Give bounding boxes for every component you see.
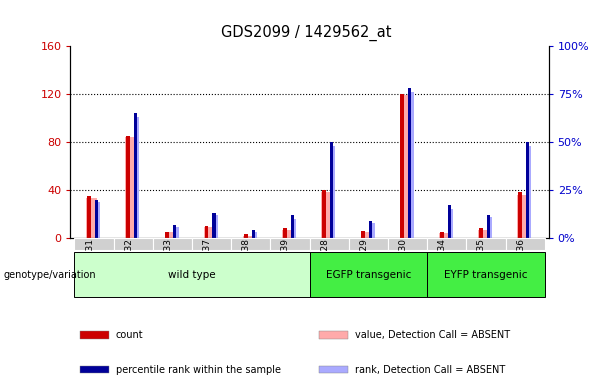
Bar	[80, 331, 109, 339]
Bar	[164, 232, 175, 238]
Bar	[74, 238, 113, 250]
Bar	[526, 142, 529, 238]
Bar	[466, 238, 506, 250]
Bar	[448, 209, 453, 238]
Bar	[292, 219, 296, 238]
Bar	[447, 205, 451, 238]
Text: GSM108535: GSM108535	[477, 238, 486, 293]
Bar	[479, 228, 483, 238]
Bar	[409, 92, 414, 238]
Bar	[518, 192, 522, 238]
Bar	[231, 238, 270, 250]
Text: GSM108533: GSM108533	[164, 238, 172, 293]
Bar	[487, 215, 490, 238]
Bar	[440, 232, 444, 238]
Bar	[86, 199, 97, 238]
Bar	[439, 233, 450, 238]
Bar	[487, 217, 492, 238]
Bar	[408, 88, 411, 238]
Bar	[87, 196, 91, 238]
Text: GSM108539: GSM108539	[281, 238, 290, 293]
Bar	[427, 252, 545, 297]
Bar	[135, 117, 140, 238]
Bar	[400, 95, 411, 238]
Text: GSM108534: GSM108534	[438, 238, 447, 293]
Text: genotype/variation: genotype/variation	[3, 270, 96, 280]
Bar	[134, 113, 137, 238]
Bar	[517, 195, 528, 238]
Text: GSM108537: GSM108537	[202, 238, 211, 293]
Bar	[166, 232, 169, 238]
Bar	[349, 238, 388, 250]
Bar	[506, 238, 545, 250]
Bar	[173, 225, 177, 238]
Bar	[74, 252, 310, 297]
Bar	[400, 94, 405, 238]
Bar	[427, 238, 466, 250]
Bar	[244, 235, 248, 238]
Bar	[205, 226, 208, 238]
Bar	[174, 227, 178, 238]
Bar	[310, 252, 427, 297]
Text: GDS2099 / 1429562_at: GDS2099 / 1429562_at	[221, 25, 392, 41]
Bar	[478, 230, 489, 238]
Bar	[253, 232, 257, 238]
Bar	[370, 223, 375, 238]
Bar	[322, 190, 326, 238]
Text: GSM108528: GSM108528	[320, 238, 329, 293]
Text: GSM108531: GSM108531	[85, 238, 94, 293]
Bar	[126, 137, 136, 238]
Text: percentile rank within the sample: percentile rank within the sample	[116, 364, 281, 374]
Bar	[213, 215, 218, 238]
Bar	[153, 238, 192, 250]
Text: GSM108529: GSM108529	[359, 238, 368, 293]
Bar	[527, 146, 531, 238]
Text: GSM108536: GSM108536	[516, 238, 525, 293]
Bar	[251, 230, 254, 238]
Bar	[319, 366, 348, 373]
Text: value, Detection Call = ABSENT: value, Detection Call = ABSENT	[355, 330, 510, 340]
Bar	[192, 238, 231, 250]
Bar	[212, 213, 216, 238]
Text: count: count	[116, 330, 143, 340]
Bar	[243, 236, 254, 238]
Bar	[321, 192, 332, 238]
Text: GSM108538: GSM108538	[242, 238, 251, 293]
Bar	[95, 200, 98, 238]
Bar	[270, 238, 310, 250]
Text: GSM108532: GSM108532	[124, 238, 133, 293]
Bar	[126, 136, 130, 238]
Bar	[283, 228, 287, 238]
Bar	[369, 221, 372, 238]
Bar	[310, 238, 349, 250]
Text: EYFP transgenic: EYFP transgenic	[444, 270, 528, 280]
Bar	[331, 146, 335, 238]
Bar	[204, 227, 215, 238]
Text: EGFP transgenic: EGFP transgenic	[326, 270, 411, 280]
Bar	[388, 238, 427, 250]
Text: GSM108530: GSM108530	[398, 238, 408, 293]
Bar	[96, 202, 101, 238]
Bar	[80, 366, 109, 373]
Bar	[282, 230, 293, 238]
Bar	[319, 331, 348, 339]
Bar	[113, 238, 153, 250]
Bar	[361, 231, 365, 238]
Bar	[360, 232, 371, 238]
Text: rank, Detection Call = ABSENT: rank, Detection Call = ABSENT	[355, 364, 505, 374]
Bar	[291, 215, 294, 238]
Bar	[330, 142, 333, 238]
Text: wild type: wild type	[168, 270, 216, 280]
